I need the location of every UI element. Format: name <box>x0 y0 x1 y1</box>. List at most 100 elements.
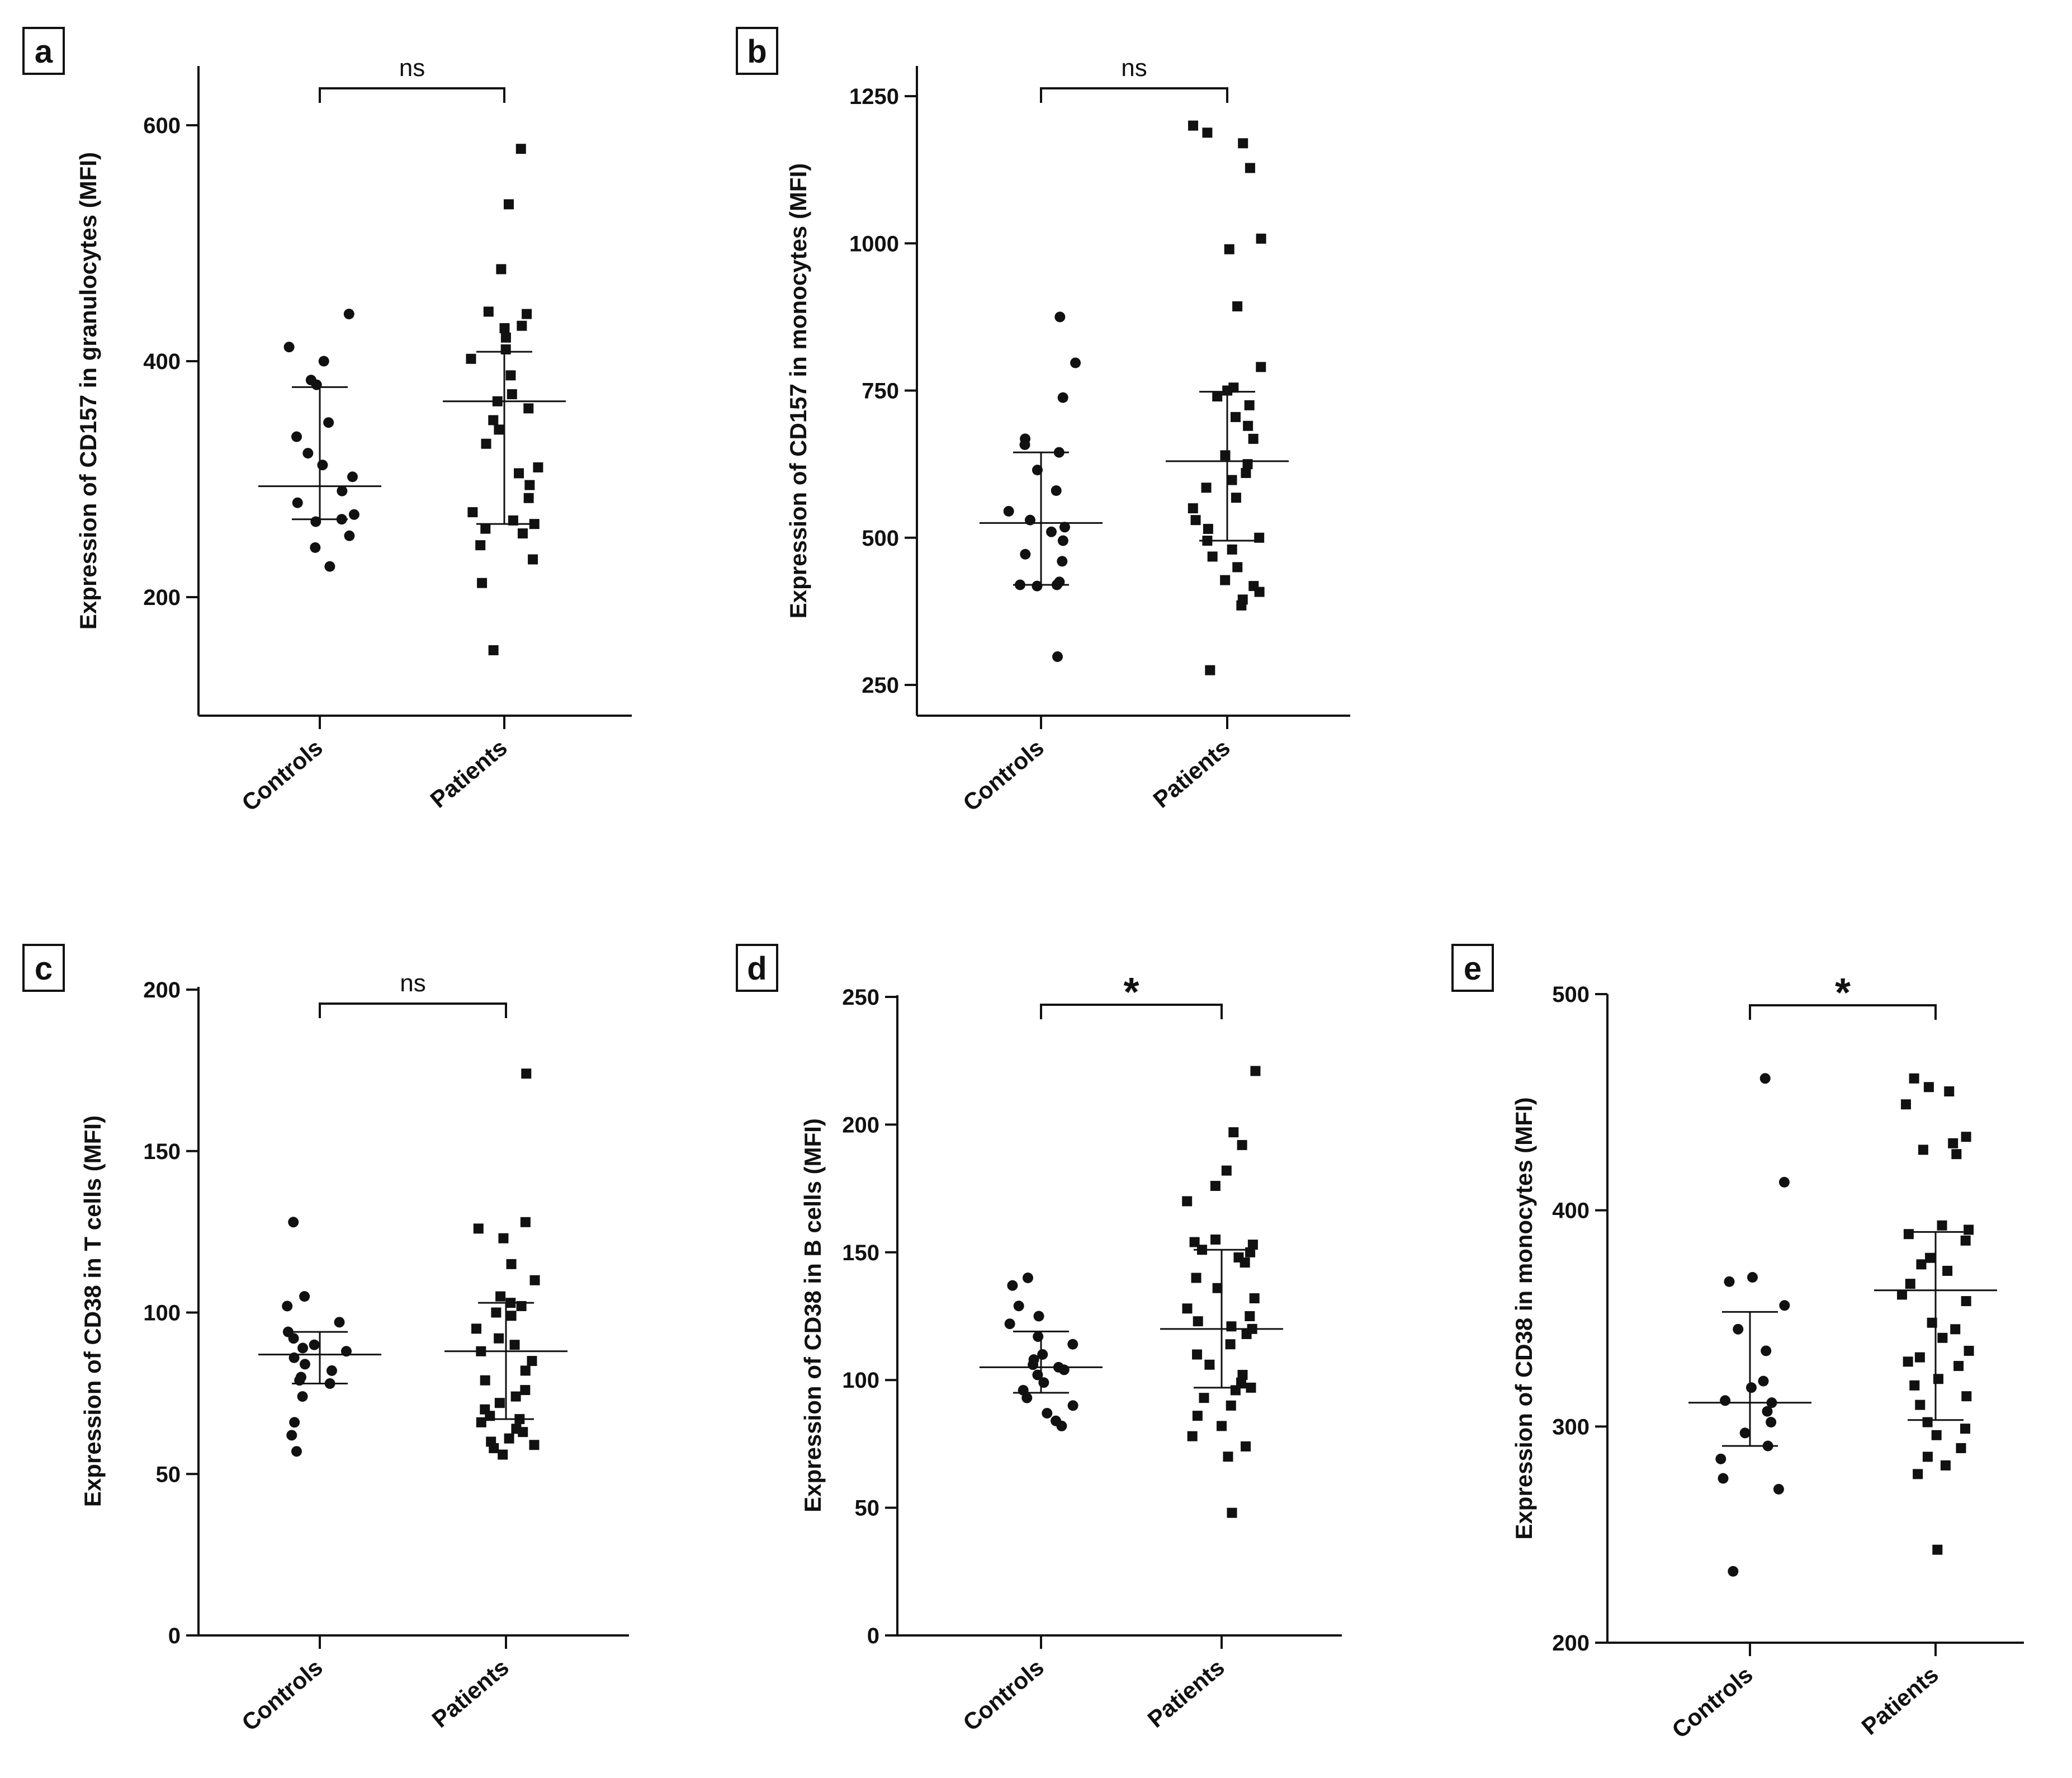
x-category-label: Controls <box>958 734 1048 816</box>
data-point <box>1728 1566 1739 1577</box>
data-point <box>1230 1385 1241 1396</box>
data-point <box>1052 651 1063 662</box>
data-point <box>1033 1331 1044 1342</box>
data-point <box>1241 1441 1251 1451</box>
data-point <box>1937 1220 1947 1231</box>
y-tick-label: 1250 <box>849 84 899 109</box>
data-point <box>334 1317 345 1328</box>
data-point <box>1207 551 1218 562</box>
data-point <box>1182 1303 1193 1314</box>
data-point <box>1944 1086 1955 1096</box>
data-point <box>1056 1420 1067 1431</box>
data-point <box>1021 1392 1033 1403</box>
data-point <box>310 542 321 553</box>
data-point <box>1033 1311 1044 1322</box>
data-point <box>1922 1417 1933 1427</box>
data-point <box>529 1275 540 1285</box>
data-point <box>1237 1370 1248 1380</box>
data-point <box>1932 1544 1943 1555</box>
data-point <box>1220 450 1231 461</box>
significance-bracket <box>319 87 505 103</box>
data-point <box>480 523 491 534</box>
data-point <box>309 1339 320 1350</box>
data-point <box>1193 1316 1203 1327</box>
y-tick-label: 0 <box>867 1624 879 1648</box>
data-point <box>1923 1082 1934 1093</box>
x-category-label: Patients <box>1148 734 1234 813</box>
data-point <box>326 1365 337 1376</box>
data-point <box>1227 1507 1237 1518</box>
data-point <box>1758 1375 1769 1387</box>
data-point <box>1202 536 1213 546</box>
data-point <box>489 1443 499 1454</box>
significance-label: ns <box>400 970 425 997</box>
data-point <box>517 528 528 539</box>
data-point <box>297 1342 309 1354</box>
data-point <box>510 1391 521 1402</box>
panel-b: b 250 500 750 1000 1250 Expression of CD157 in… <box>736 27 1350 816</box>
data-point <box>1222 385 1233 396</box>
data-point <box>1925 1252 1936 1263</box>
data-point <box>1762 1406 1773 1417</box>
data-point <box>288 1333 299 1344</box>
data-point <box>1779 1300 1790 1311</box>
data-point <box>1051 485 1062 496</box>
data-point <box>1019 439 1030 450</box>
x-category-label: Controls <box>1667 1661 1757 1743</box>
data-point <box>297 1391 308 1402</box>
y-tick-label: 400 <box>1552 1199 1590 1223</box>
data-point <box>1224 244 1234 254</box>
data-point <box>1046 526 1057 537</box>
data-point <box>1766 1397 1777 1408</box>
data-point <box>1237 1139 1247 1150</box>
significance-bracket <box>1040 87 1228 103</box>
panel-label-box <box>1451 944 1494 992</box>
data-point <box>1766 1417 1777 1428</box>
data-point <box>1015 579 1026 590</box>
data-point <box>1236 600 1247 611</box>
x-category-label: Controls <box>236 734 327 816</box>
data-point <box>324 1378 335 1389</box>
data-point <box>476 1417 486 1427</box>
data-point <box>476 1346 486 1356</box>
data-point <box>473 1223 484 1234</box>
panel-c: c 0 50 100 150 200 Expression of CD38 in T cel… <box>22 944 629 1736</box>
data-point <box>1022 1272 1033 1283</box>
y-tick-label: 50 <box>855 1496 880 1521</box>
data-point <box>1188 503 1198 514</box>
data-point <box>1244 400 1255 410</box>
data-point <box>1900 1099 1911 1110</box>
data-point <box>1960 1235 1971 1246</box>
data-point <box>1909 1073 1919 1084</box>
data-point <box>1032 465 1043 476</box>
data-point <box>1225 1339 1236 1350</box>
data-point <box>1217 1421 1227 1431</box>
data-point <box>1254 532 1265 543</box>
data-point <box>520 1217 531 1227</box>
panel-label-box <box>736 944 778 992</box>
panel-label-box <box>22 27 65 75</box>
data-point <box>288 1352 300 1363</box>
data-point <box>1241 467 1251 478</box>
data-point <box>521 1068 532 1079</box>
data-point <box>1914 1352 1925 1363</box>
data-point <box>299 1291 310 1302</box>
data-point <box>1761 1345 1772 1356</box>
series-controls <box>980 1272 1103 1431</box>
data-point <box>1960 1424 1971 1434</box>
data-point <box>1720 1395 1731 1406</box>
data-point <box>1245 1311 1255 1321</box>
data-point <box>1067 1339 1078 1350</box>
data-point <box>1210 1234 1221 1245</box>
y-tick-label: 500 <box>1552 982 1590 1007</box>
data-point <box>481 438 491 449</box>
data-point <box>1188 120 1199 131</box>
series-controls <box>980 311 1103 662</box>
data-point <box>1038 1377 1049 1388</box>
data-point <box>1192 1411 1203 1421</box>
significance-label: ns <box>1121 54 1147 82</box>
data-point <box>500 332 511 343</box>
y-tick-label: 750 <box>862 379 899 404</box>
data-point <box>483 306 494 317</box>
data-point <box>1192 1349 1203 1360</box>
